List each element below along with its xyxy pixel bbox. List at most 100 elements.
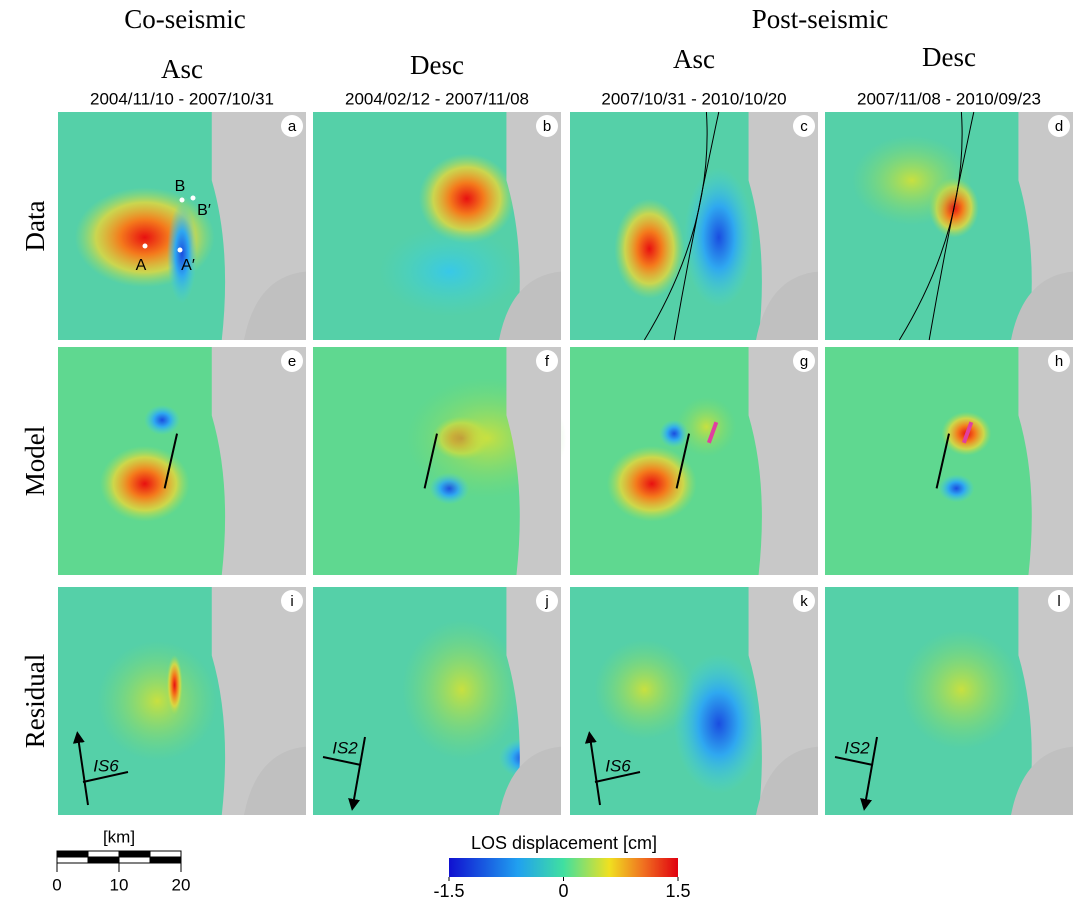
- colorbar: [449, 858, 678, 877]
- point-marker: [142, 243, 148, 249]
- column-dates: 2004/02/12 - 2007/11/08: [345, 89, 529, 108]
- scale-tick-label: 20: [172, 875, 191, 894]
- look-direction: [82, 771, 129, 783]
- scale-segment: [87, 850, 120, 858]
- panel-label: d: [1055, 118, 1063, 135]
- deformation-blob: [606, 445, 697, 522]
- map-panel: [570, 587, 818, 815]
- panel-label: f: [545, 353, 550, 370]
- fault-trace: [163, 433, 179, 489]
- panel-label: b: [543, 118, 551, 135]
- track-arrow: [72, 731, 89, 806]
- panel-label: h: [1055, 353, 1063, 370]
- deformation-blob: [418, 153, 515, 244]
- look-direction: [834, 756, 874, 766]
- panel-label-bg: [281, 350, 303, 372]
- map-panel: [570, 111, 818, 341]
- deformation-blob: [99, 445, 190, 522]
- deformation-blob: [401, 619, 522, 760]
- land-relief: [1018, 347, 1073, 575]
- deformation-blob: [851, 135, 972, 226]
- track-arrow: [584, 731, 601, 806]
- deformation-blob: [166, 655, 183, 716]
- panel-label-bg: [1048, 590, 1070, 612]
- panel-label: c: [800, 118, 808, 135]
- column-heading: Asc: [673, 44, 715, 74]
- point-marker: [179, 197, 185, 203]
- scale-segment: [56, 850, 89, 858]
- deformation-blob: [938, 474, 975, 503]
- panel-label-bg: [1048, 350, 1070, 372]
- map-panel: [313, 347, 567, 575]
- track-label: IS2: [844, 738, 870, 757]
- column-dates: 2007/11/08 - 2010/09/23: [857, 89, 1041, 108]
- group-title: Co-seismic: [124, 4, 246, 34]
- column-dates: 2007/10/31 - 2010/10/20: [601, 89, 786, 108]
- map-panel: [825, 347, 1073, 575]
- track-label: IS2: [332, 738, 358, 757]
- fault-line: [898, 111, 963, 341]
- panel-label: l: [1057, 593, 1060, 610]
- point-marker: [177, 247, 183, 253]
- group-title: Post-seismic: [752, 4, 889, 34]
- panel-label-bg: [536, 115, 558, 137]
- panel-label: a: [288, 118, 297, 135]
- colorbar-tick-label: 1.5: [665, 881, 690, 901]
- scale-unit: [km]: [103, 827, 135, 846]
- column-dates: 2004/11/10 - 2007/10/31: [90, 89, 274, 108]
- land-relief: [748, 347, 818, 575]
- map-panel: [313, 112, 561, 340]
- row-label: Residual: [20, 654, 50, 749]
- deformation-blob: [673, 653, 764, 794]
- point-label: A: [136, 257, 147, 274]
- deformation-blob: [144, 404, 181, 435]
- sea-area: [244, 271, 306, 340]
- panel-label: g: [800, 353, 808, 370]
- fault-trace: [675, 433, 691, 489]
- scale-segment: [118, 850, 151, 858]
- panel-label: k: [800, 593, 808, 610]
- point-label: B′: [197, 202, 211, 219]
- map-panel: [313, 587, 561, 815]
- scale-segment: [56, 856, 89, 864]
- panel-label: j: [544, 593, 548, 610]
- fault-patch: [706, 421, 719, 444]
- row-label: Model: [20, 426, 50, 497]
- point-label: B: [175, 178, 186, 195]
- panel-label-bg: [793, 590, 815, 612]
- sea-area: [756, 271, 818, 340]
- fault-patch: [961, 421, 974, 444]
- scale-segment: [87, 856, 120, 864]
- panel-label-bg: [793, 115, 815, 137]
- deformation-blob: [594, 639, 695, 740]
- panel-label-bg: [536, 350, 558, 372]
- map-panel: [58, 587, 306, 815]
- look-direction: [322, 756, 362, 766]
- point-label: A′: [181, 257, 195, 274]
- map-panel: [58, 347, 306, 575]
- fault-trace: [935, 433, 950, 489]
- fault-trace: [423, 433, 438, 489]
- panel-label-bg: [281, 590, 303, 612]
- map-panel: [58, 112, 306, 340]
- fault-line: [928, 111, 975, 341]
- row-label: Data: [20, 201, 50, 252]
- point-marker: [190, 195, 196, 201]
- colorbar-tick-label: -1.5: [433, 881, 464, 901]
- deformation-blob: [676, 396, 737, 457]
- map-panel: [825, 587, 1073, 815]
- column-heading: Desc: [410, 50, 464, 80]
- sea-area: [244, 746, 306, 815]
- land-relief: [211, 347, 306, 575]
- panel-label: i: [290, 593, 293, 610]
- column-heading: Desc: [922, 42, 976, 72]
- fault-line: [643, 111, 708, 341]
- look-direction: [594, 771, 641, 783]
- track-label: IS6: [93, 756, 119, 775]
- colorbar-tick-label: 0: [558, 881, 568, 901]
- scale-segment: [118, 856, 151, 864]
- track-label: IS6: [605, 756, 631, 775]
- fault-line: [673, 111, 720, 341]
- panel-label-bg: [536, 590, 558, 612]
- land-relief: [506, 347, 561, 575]
